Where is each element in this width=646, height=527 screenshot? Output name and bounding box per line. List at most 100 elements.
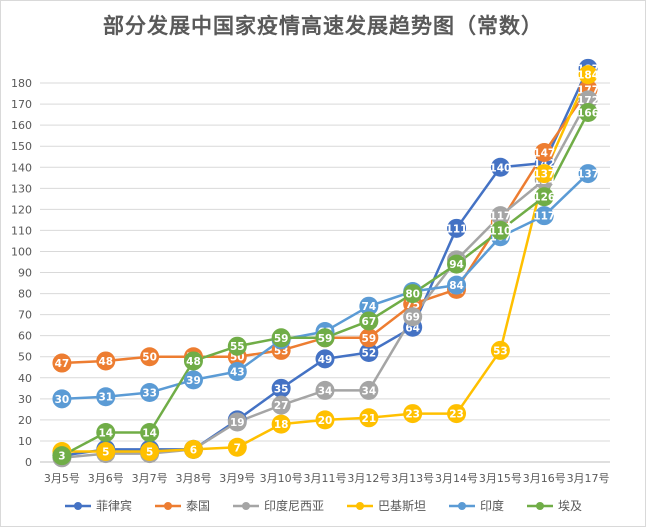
legend-item: 巴基斯坦	[346, 497, 426, 514]
data-point: 59	[315, 328, 335, 348]
legend-item: 埃及	[526, 497, 582, 514]
data-label: 5	[102, 446, 109, 458]
legend-swatch	[347, 501, 373, 510]
legend-item: 菲律宾	[64, 497, 132, 514]
data-point: 117	[533, 206, 555, 226]
y-tick-label: 100	[11, 245, 32, 258]
data-label: 69	[405, 312, 420, 324]
data-point-marker	[315, 349, 335, 369]
data-point-marker	[96, 441, 116, 461]
legend-item: 泰国	[154, 497, 210, 514]
data-label: 34	[362, 385, 377, 397]
data-label: 3	[58, 451, 65, 463]
data-label: 19	[230, 417, 245, 429]
data-label: 50	[142, 352, 157, 364]
data-point-marker	[490, 220, 510, 240]
data-label: 172	[577, 95, 599, 107]
data-point-marker	[447, 254, 467, 274]
data-point: 43	[227, 361, 247, 381]
legend-swatch	[64, 501, 91, 510]
data-label: 84	[449, 280, 464, 292]
legend-label: 泰国	[185, 499, 210, 513]
data-label: 67	[362, 316, 377, 328]
data-point-marker	[315, 328, 335, 348]
data-point-marker	[271, 328, 291, 348]
data-point: 27	[271, 395, 291, 415]
data-label: 111	[446, 223, 468, 235]
data-point: 18	[271, 414, 291, 434]
data-label: 166	[577, 108, 599, 120]
data-point-marker	[534, 187, 554, 207]
data-label: 39	[186, 375, 201, 387]
data-point: 110	[489, 220, 511, 240]
data-point: 111	[446, 218, 468, 238]
data-label: 55	[230, 341, 245, 353]
data-point-marker	[227, 412, 247, 432]
data-label: 59	[362, 333, 377, 345]
data-point: 48	[96, 351, 116, 371]
x-tick-label: 3月17号	[567, 472, 610, 485]
legend-swatch	[232, 501, 259, 510]
y-tick-label: 140	[11, 161, 32, 174]
data-label: 53	[493, 345, 508, 357]
data-label: 23	[405, 409, 420, 421]
data-point-marker	[140, 423, 160, 443]
data-label: 31	[98, 392, 113, 404]
data-point: 30	[52, 389, 72, 409]
data-point-marker	[227, 336, 247, 356]
data-label: 49	[318, 354, 333, 366]
data-point-marker	[227, 361, 247, 381]
data-point: 7	[227, 437, 247, 457]
data-point: 19	[227, 412, 247, 432]
y-tick-label: 110	[11, 224, 32, 237]
data-point-marker	[140, 347, 160, 367]
data-label: 137	[533, 169, 555, 181]
y-tick-label: 30	[18, 393, 32, 406]
data-label: 6	[190, 444, 197, 456]
data-point: 31	[96, 387, 116, 407]
data-point: 147	[533, 143, 555, 163]
y-tick-label: 90	[18, 267, 32, 280]
data-point-marker	[403, 284, 423, 304]
legend-label: 菲律宾	[95, 499, 132, 513]
data-label: 184	[577, 70, 599, 82]
y-tick-label: 180	[11, 77, 32, 90]
data-point-marker	[315, 380, 335, 400]
x-tick-label: 3月7号	[132, 472, 168, 485]
data-point-marker	[578, 65, 598, 85]
data-point: 14	[96, 423, 116, 443]
data-point: 59	[359, 328, 379, 348]
data-point-marker	[359, 328, 379, 348]
y-tick-label: 170	[11, 98, 32, 111]
data-point-marker	[96, 423, 116, 443]
data-point: 20	[315, 410, 335, 430]
data-point: 69	[403, 307, 423, 327]
data-point: 6	[183, 439, 203, 459]
data-point-marker	[52, 353, 72, 373]
data-point: 50	[140, 347, 160, 367]
data-point: 166	[577, 103, 599, 123]
data-point: 55	[227, 336, 247, 356]
data-point: 5	[96, 441, 116, 461]
data-point: 67	[359, 311, 379, 331]
x-tick-label: 3月5号	[44, 472, 80, 485]
x-tick-label: 3月16号	[523, 472, 566, 485]
x-tick-label: 3月9号	[219, 472, 255, 485]
data-point-marker	[447, 275, 467, 295]
data-point-marker	[578, 164, 598, 184]
data-point: 137	[533, 164, 555, 184]
data-label: 33	[142, 388, 157, 400]
data-point: 34	[359, 380, 379, 400]
data-label: 74	[362, 301, 377, 313]
data-label: 48	[98, 356, 113, 368]
y-tick-label: 120	[11, 203, 32, 216]
data-point: 47	[52, 353, 72, 373]
x-tick-label: 3月8号	[175, 472, 211, 485]
data-point-marker	[490, 206, 510, 226]
data-point-marker	[447, 404, 467, 424]
data-label: 43	[230, 366, 245, 378]
data-point-marker	[578, 103, 598, 123]
data-point-marker	[183, 439, 203, 459]
legend-label: 埃及	[558, 499, 583, 513]
data-label: 14	[142, 428, 157, 440]
